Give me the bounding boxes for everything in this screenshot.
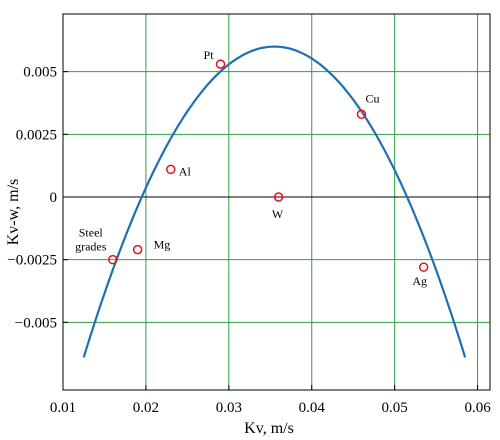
x-tick-label: 0.01 xyxy=(50,400,76,416)
x-tick-label: 0.03 xyxy=(216,400,242,416)
fit-curve xyxy=(82,45,467,358)
x-axis-title: Kv, m/s xyxy=(244,420,294,437)
data-point xyxy=(418,262,429,272)
data-point xyxy=(215,59,226,69)
y-axis-title: Kv-w, m/s xyxy=(5,179,22,246)
y-tick-labels: 0.005 0.0025 0 −0.0025 −0.005 xyxy=(7,65,57,332)
axes xyxy=(62,13,491,391)
data-point xyxy=(132,244,143,255)
point-label: Ag xyxy=(412,274,427,288)
point-label: W xyxy=(272,207,284,221)
x-tick-label: 0.05 xyxy=(382,400,408,416)
data-point xyxy=(273,192,284,202)
point-label: Pt xyxy=(204,48,215,62)
grid xyxy=(62,14,490,390)
data-point xyxy=(166,164,176,175)
fit-curve-line xyxy=(82,45,467,358)
point-label: Steel xyxy=(79,226,104,240)
point-label: Mg xyxy=(154,238,171,252)
y-tick-label: 0.005 xyxy=(23,65,57,81)
point-label: grades xyxy=(75,240,107,254)
y-tick-label: −0.005 xyxy=(15,315,57,331)
y-tick-label: 0.0025 xyxy=(16,127,57,143)
data-points xyxy=(107,59,429,272)
x-tick-label: 0.04 xyxy=(299,400,326,416)
data-point xyxy=(107,254,118,265)
y-tick-label: 0 xyxy=(50,190,58,206)
point-label: Al xyxy=(179,164,192,178)
x-tick-label: 0.06 xyxy=(464,400,491,416)
point-label: Cu xyxy=(365,91,379,105)
x-tick-labels: 0.01 0.02 0.03 0.04 0.05 0.06 xyxy=(50,400,491,416)
plot-frame xyxy=(62,13,491,391)
data-point xyxy=(356,109,367,120)
y-tick-label: −0.0025 xyxy=(7,253,57,269)
x-tick-label: 0.02 xyxy=(133,400,159,416)
